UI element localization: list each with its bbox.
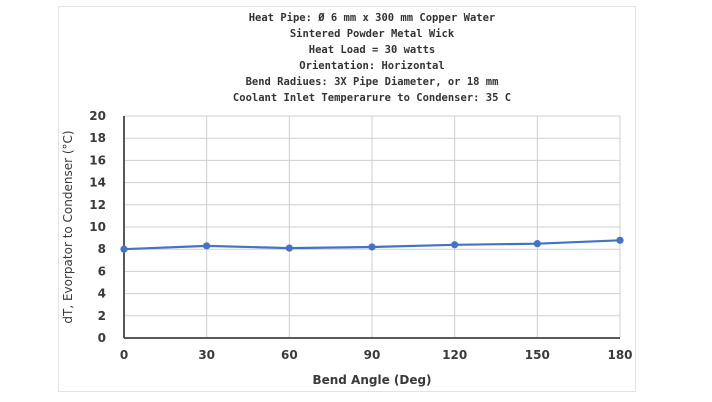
axes (123, 116, 620, 339)
y-tick-label: 16 (89, 153, 106, 167)
x-tick-label: 30 (198, 348, 215, 362)
data-point (368, 243, 376, 251)
x-tick-label: 180 (607, 348, 632, 362)
y-tick-labels: 0 2 4 6 8 10 12 14 16 18 20 (89, 109, 106, 345)
data-point (451, 241, 459, 249)
title-line-2: Heat Load = 30 watts (309, 44, 435, 56)
series (120, 236, 624, 253)
y-tick-label: 10 (89, 220, 106, 234)
chart-title: Heat Pipe: Ø 6 mm x 300 mm Copper Water S… (233, 12, 511, 104)
y-tick-label: 18 (89, 131, 106, 145)
title-line-0: Heat Pipe: Ø 6 mm x 300 mm Copper Water (249, 12, 496, 24)
y-tick-label: 20 (89, 109, 106, 123)
grid-lines (123, 115, 621, 339)
data-point (533, 240, 541, 248)
y-axis-label: dT, Evorpator to Condenser (°C) (61, 130, 75, 323)
x-tick-label: 60 (281, 348, 298, 362)
y-tick-label: 2 (98, 309, 106, 323)
y-tick-label: 6 (98, 264, 106, 278)
data-point (120, 245, 128, 253)
data-point (203, 242, 211, 250)
data-point (616, 236, 624, 244)
title-line-1: Sintered Powder Metal Wick (290, 28, 455, 40)
data-point (285, 244, 293, 252)
y-tick-label: 8 (98, 242, 106, 256)
y-tick-label: 4 (98, 287, 106, 301)
y-tick-label: 14 (89, 176, 106, 190)
x-tick-label: 150 (525, 348, 550, 362)
x-tick-labels: 0 30 60 90 120 150 180 (120, 348, 633, 362)
x-tick-label: 120 (442, 348, 467, 362)
y-tick-label: 0 (98, 331, 106, 345)
x-tick-label: 0 (120, 348, 128, 362)
y-tick-label: 12 (89, 198, 106, 212)
x-tick-label: 90 (364, 348, 381, 362)
chart-frame (58, 6, 636, 392)
title-line-4: Bend Radiues: 3X Pipe Diameter, or 18 mm (246, 76, 499, 88)
x-axis-label: Bend Angle (Deg) (312, 373, 431, 387)
title-line-5: Coolant Inlet Temperarure to Condenser: … (233, 92, 511, 104)
title-line-3: Orientation: Horizontal (299, 60, 444, 72)
